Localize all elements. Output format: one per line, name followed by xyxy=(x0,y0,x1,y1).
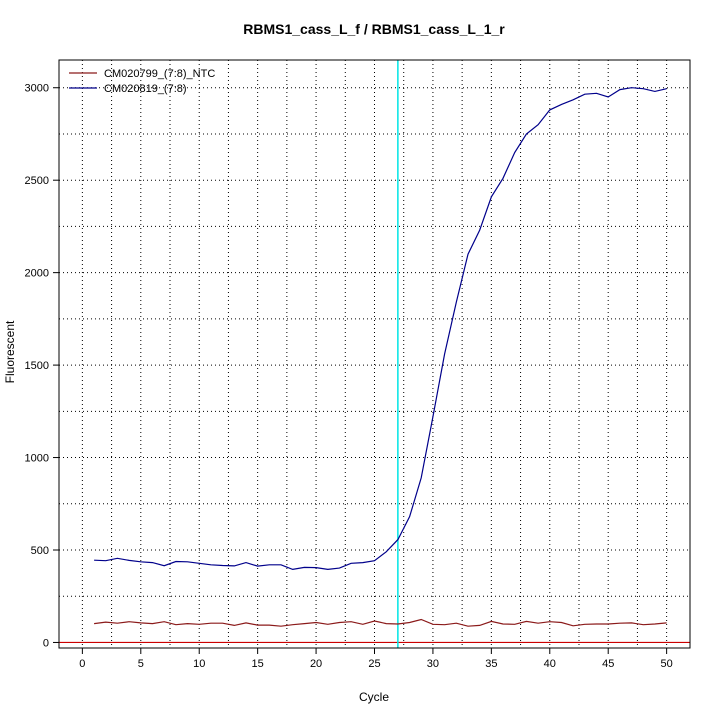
legend-label-2: CM020819_(7:8) xyxy=(104,83,187,95)
y-tick-label: 500 xyxy=(31,545,49,557)
grid xyxy=(59,60,690,648)
axes: 0 5 10 15 20 25 30 35 40 45 5005001000150020002500… xyxy=(25,59,691,670)
series-line-1 xyxy=(94,618,667,627)
x-axis-label: Cycle xyxy=(359,690,389,704)
x-tick-label: 45 xyxy=(602,658,614,670)
x-tick-label: 10 xyxy=(193,658,205,670)
x-tick-label: 25 xyxy=(368,658,380,670)
x-tick-label: 0 xyxy=(79,658,85,670)
y-tick-label: 1000 xyxy=(25,453,49,465)
chart-title: RBMS1_cass_L_f / RBMS1_cass_L_1_r xyxy=(243,21,505,37)
y-tick-label: 3000 xyxy=(25,83,49,95)
legend-label-1: CM020799_(7:8)_NTC xyxy=(104,68,215,80)
series-line-2 xyxy=(94,87,667,571)
x-tick-label: 30 xyxy=(427,658,439,670)
legend: CM020799_(7:8)_NTC CM020819_(7:8) xyxy=(69,68,215,95)
x-tick-label: 20 xyxy=(310,658,322,670)
x-tick-label: 50 xyxy=(661,658,673,670)
x-tick-label: 15 xyxy=(252,658,264,670)
y-tick-label: 1500 xyxy=(25,360,49,372)
x-tick-label: 40 xyxy=(544,658,556,670)
y-tick-label: 2500 xyxy=(25,175,49,187)
x-tick-label: 35 xyxy=(485,658,497,670)
y-axis-label: Fluorescent xyxy=(3,320,17,383)
series-group xyxy=(59,60,690,648)
y-tick-label: 0 xyxy=(43,637,49,649)
x-tick-label: 5 xyxy=(138,658,144,670)
y-tick-label: 2000 xyxy=(25,268,49,280)
